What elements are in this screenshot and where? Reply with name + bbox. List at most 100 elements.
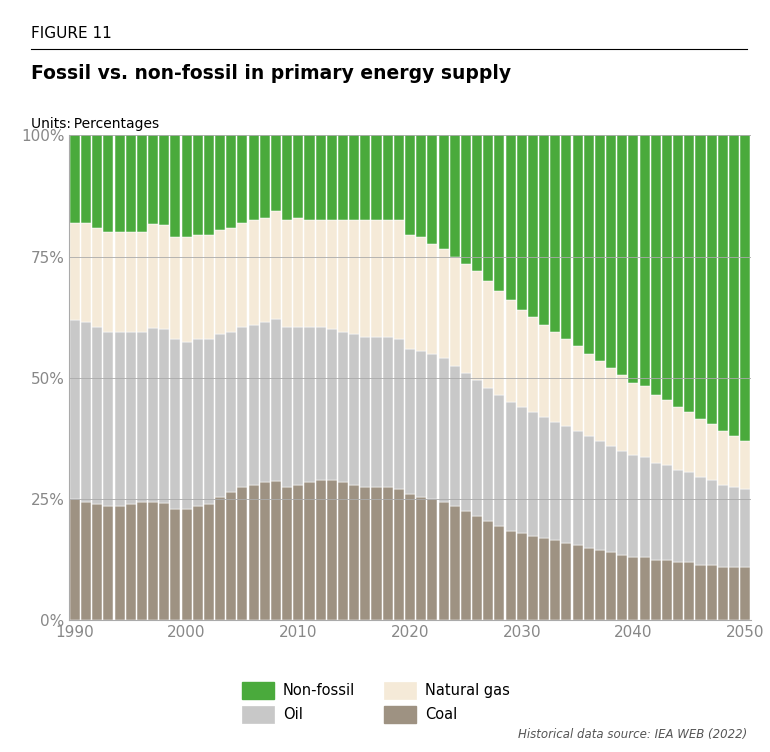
Bar: [192, 506, 203, 620]
Bar: [237, 135, 247, 223]
Bar: [450, 506, 460, 620]
Bar: [316, 480, 326, 620]
Bar: [148, 135, 158, 224]
Bar: [293, 327, 303, 484]
Legend: Non-fossil, Oil, Natural gas, Coal: Non-fossil, Oil, Natural gas, Coal: [236, 676, 516, 729]
Bar: [159, 225, 169, 329]
Bar: [740, 135, 750, 441]
Bar: [271, 319, 281, 481]
Bar: [506, 135, 516, 300]
Bar: [662, 465, 672, 559]
Bar: [450, 135, 460, 256]
Bar: [103, 332, 113, 506]
Bar: [170, 509, 180, 620]
Bar: [606, 553, 616, 620]
Bar: [606, 368, 616, 446]
Bar: [461, 373, 471, 511]
Bar: [695, 478, 705, 565]
Bar: [595, 441, 605, 550]
Bar: [371, 337, 382, 487]
Bar: [606, 135, 616, 368]
Bar: [215, 334, 225, 497]
Bar: [126, 504, 136, 620]
Bar: [450, 256, 460, 365]
Bar: [416, 497, 427, 620]
Bar: [159, 504, 169, 620]
Bar: [349, 334, 359, 484]
Bar: [226, 228, 236, 332]
Bar: [259, 218, 270, 322]
Bar: [718, 567, 728, 620]
Bar: [215, 230, 225, 334]
Bar: [729, 487, 739, 567]
Bar: [673, 470, 683, 562]
Bar: [651, 559, 661, 620]
Bar: [484, 135, 494, 280]
Bar: [438, 502, 449, 620]
Bar: [740, 490, 750, 567]
Bar: [282, 135, 292, 220]
Bar: [326, 220, 336, 329]
Bar: [528, 412, 538, 535]
Bar: [249, 325, 259, 484]
Bar: [405, 494, 415, 620]
Bar: [551, 135, 561, 332]
Bar: [237, 487, 247, 620]
Bar: [438, 359, 449, 502]
Bar: [383, 220, 393, 337]
Bar: [584, 436, 594, 547]
Bar: [271, 211, 281, 319]
Bar: [618, 135, 628, 375]
Bar: [360, 220, 370, 337]
Bar: [383, 487, 393, 620]
Bar: [595, 135, 605, 361]
Bar: [484, 521, 494, 620]
Bar: [371, 135, 382, 220]
Bar: [551, 541, 561, 620]
Bar: [137, 232, 147, 332]
Bar: [472, 135, 482, 271]
Bar: [304, 220, 314, 327]
Bar: [472, 516, 482, 620]
Bar: [237, 327, 247, 487]
Bar: [92, 135, 102, 228]
Bar: [226, 492, 236, 620]
Bar: [517, 407, 527, 533]
Bar: [561, 339, 571, 426]
Bar: [506, 402, 516, 531]
Bar: [416, 237, 427, 351]
Bar: [326, 329, 336, 480]
Bar: [628, 383, 638, 456]
Bar: [640, 387, 650, 457]
Bar: [360, 487, 370, 620]
Bar: [695, 135, 705, 419]
Bar: [259, 135, 270, 218]
Bar: [371, 487, 382, 620]
Bar: [137, 332, 147, 502]
Bar: [115, 332, 125, 506]
Bar: [472, 271, 482, 381]
Bar: [618, 450, 628, 555]
Text: FIGURE 11: FIGURE 11: [31, 26, 112, 41]
Bar: [628, 135, 638, 383]
Bar: [618, 555, 628, 620]
Bar: [427, 499, 437, 620]
Bar: [618, 375, 628, 450]
Bar: [539, 538, 549, 620]
Bar: [148, 502, 158, 620]
Bar: [126, 232, 136, 332]
Bar: [70, 223, 80, 320]
Bar: [405, 235, 415, 349]
Bar: [740, 567, 750, 620]
Bar: [192, 135, 203, 235]
Bar: [70, 135, 80, 223]
Bar: [707, 480, 717, 565]
Bar: [204, 135, 214, 235]
Bar: [349, 484, 359, 620]
Bar: [584, 353, 594, 436]
Bar: [461, 135, 471, 264]
Bar: [673, 562, 683, 620]
Bar: [673, 135, 683, 407]
Bar: [662, 400, 672, 465]
Bar: [685, 135, 695, 412]
